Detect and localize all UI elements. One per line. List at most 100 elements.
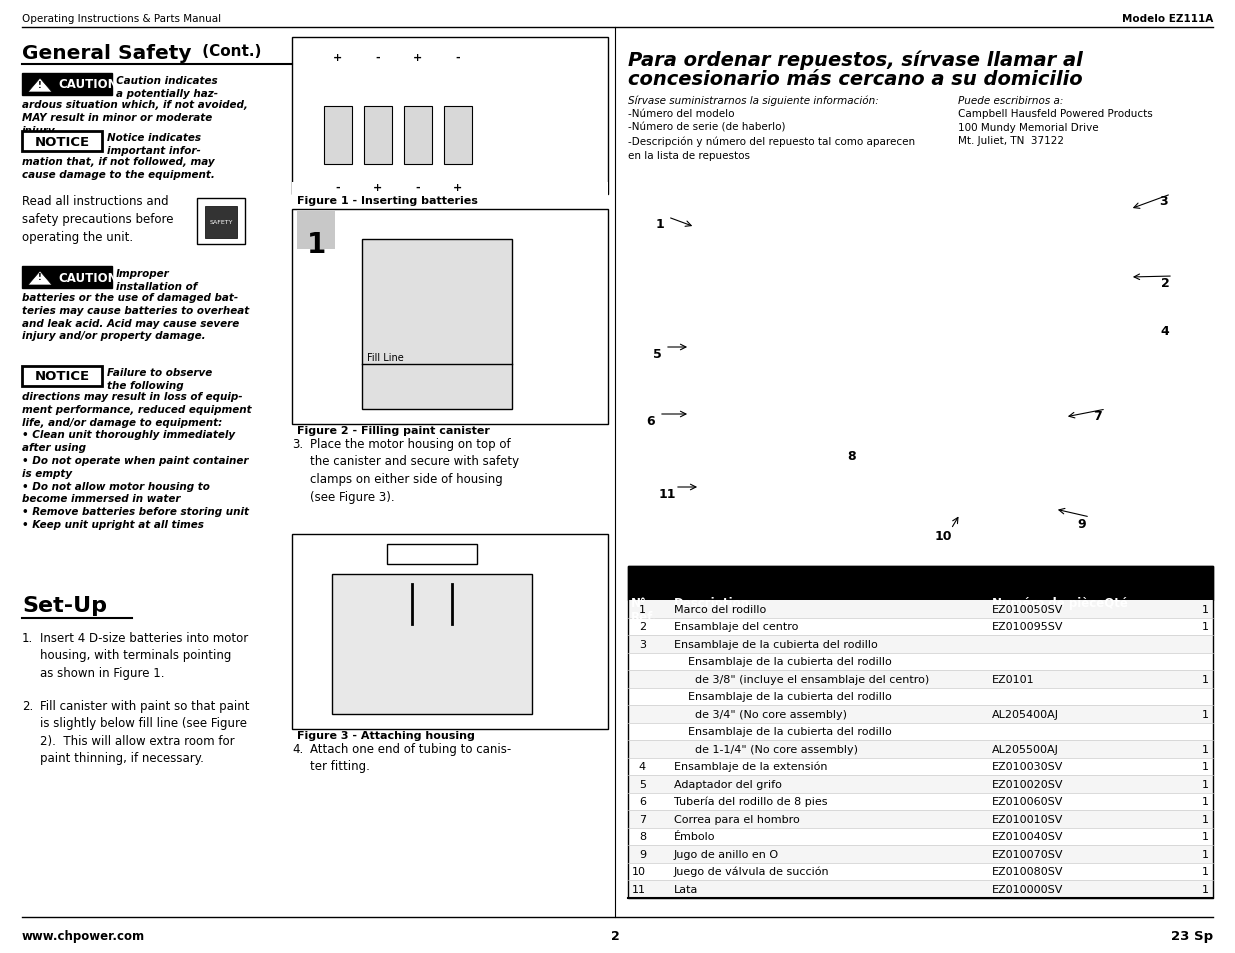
Text: Campbell Hausfeld Powered Products
100 Mundy Memorial Drive
Mt. Juliet, TN  3712: Campbell Hausfeld Powered Products 100 M… — [958, 109, 1152, 146]
Text: EZ010050SV: EZ010050SV — [992, 604, 1063, 614]
Polygon shape — [28, 272, 52, 286]
Bar — [629, 705, 1213, 722]
Text: Puede escribirnos a:: Puede escribirnos a: — [958, 96, 1063, 106]
Text: -: - — [416, 183, 420, 193]
Text: Tubería del rodillo de 8 pies: Tubería del rodillo de 8 pies — [674, 796, 827, 806]
Text: Figure 3 - Attaching housing: Figure 3 - Attaching housing — [296, 730, 475, 740]
Text: batteries or the use of damaged bat-
teries may cause batteries to overheat
and : batteries or the use of damaged bat- ter… — [22, 293, 249, 341]
Text: +: + — [453, 183, 463, 193]
Text: N°
Réf.: N° Réf. — [631, 597, 657, 623]
Text: Adaptador del grifo: Adaptador del grifo — [674, 779, 782, 789]
Text: mation that, if not followed, may
cause damage to the equipment.: mation that, if not followed, may cause … — [22, 157, 215, 179]
Bar — [629, 653, 1213, 670]
Bar — [291, 210, 608, 424]
Bar — [364, 107, 391, 165]
Text: 23 Sp: 23 Sp — [1171, 929, 1213, 942]
Text: EZ010010SV: EZ010010SV — [992, 814, 1063, 824]
Bar — [629, 740, 1213, 758]
Text: concesionario más cercano a su domicilio: concesionario más cercano a su domicilio — [629, 70, 1083, 89]
Text: de 3/8" (incluye el ensamblaje del centro): de 3/8" (incluye el ensamblaje del centr… — [674, 674, 929, 684]
Text: Para ordenar repuestos, sírvase llamar al: Para ordenar repuestos, sírvase llamar a… — [629, 50, 1083, 70]
Bar — [291, 183, 608, 196]
Bar — [629, 722, 1213, 740]
Text: Failure to observe
the following: Failure to observe the following — [107, 368, 212, 391]
Text: 1: 1 — [1202, 849, 1209, 859]
Text: 1: 1 — [638, 604, 646, 614]
Bar — [629, 758, 1213, 775]
Text: Operating Instructions & Parts Manual: Operating Instructions & Parts Manual — [22, 14, 221, 24]
Text: -: - — [336, 183, 341, 193]
Text: 3.: 3. — [291, 437, 303, 451]
Text: !: ! — [38, 80, 42, 90]
Text: 1: 1 — [1202, 761, 1209, 771]
Bar — [22, 267, 112, 289]
Text: Ensamblaje de la cubierta del rodillo: Ensamblaje de la cubierta del rodillo — [674, 657, 892, 666]
Text: -: - — [456, 53, 461, 63]
Text: 6: 6 — [647, 415, 656, 428]
Text: 9: 9 — [1078, 517, 1087, 531]
Text: directions may result in loss of equip-
ment performance, reduced equipment
life: directions may result in loss of equip- … — [22, 392, 252, 530]
Text: +: + — [333, 53, 342, 63]
Text: Ensamblaje de la cubierta del rodillo: Ensamblaje de la cubierta del rodillo — [674, 726, 892, 737]
Text: 5: 5 — [638, 779, 646, 789]
Text: 1: 1 — [1202, 797, 1209, 806]
Text: Émbolo: Émbolo — [674, 831, 715, 841]
Text: +: + — [414, 53, 422, 63]
Text: AL205500AJ: AL205500AJ — [992, 744, 1058, 754]
Text: 11: 11 — [632, 883, 646, 894]
Bar — [296, 212, 335, 250]
Text: 4: 4 — [1161, 325, 1170, 337]
Text: EZ0101: EZ0101 — [992, 674, 1035, 684]
Bar — [629, 862, 1213, 880]
Text: SAFETY: SAFETY — [209, 220, 232, 225]
Text: 1: 1 — [1202, 709, 1209, 719]
Bar — [629, 600, 1213, 618]
Text: Attach one end of tubing to canis-
ter fitting.: Attach one end of tubing to canis- ter f… — [310, 742, 511, 773]
Text: 2.: 2. — [22, 700, 33, 712]
Text: 4.: 4. — [291, 742, 304, 755]
Bar — [22, 132, 103, 152]
Text: www.chpower.com: www.chpower.com — [22, 929, 146, 942]
Text: 7: 7 — [638, 814, 646, 824]
Bar — [629, 670, 1213, 688]
Text: EZ010000SV: EZ010000SV — [992, 883, 1063, 894]
Text: CAUTION: CAUTION — [58, 78, 117, 91]
Text: (Cont.): (Cont.) — [198, 44, 262, 59]
Text: Caution indicates
a potentially haz-: Caution indicates a potentially haz- — [116, 76, 219, 99]
Text: 1: 1 — [1202, 604, 1209, 614]
Text: 10: 10 — [934, 530, 952, 542]
Text: 3: 3 — [638, 639, 646, 649]
Bar — [629, 566, 1213, 600]
Text: Ensamblaje de la cubierta del rodillo: Ensamblaje de la cubierta del rodillo — [674, 639, 878, 649]
Text: EZ010060SV: EZ010060SV — [992, 797, 1063, 806]
Bar — [629, 566, 1213, 898]
Bar — [362, 240, 513, 410]
Text: de 1-1/4" (No core assembly): de 1-1/4" (No core assembly) — [674, 744, 858, 754]
Text: 5: 5 — [652, 348, 662, 360]
Text: 11: 11 — [658, 488, 676, 500]
Text: +: + — [373, 183, 383, 193]
Text: 1.: 1. — [22, 631, 33, 644]
Text: Set-Up: Set-Up — [22, 596, 107, 616]
Bar — [291, 535, 608, 729]
Text: EZ010020SV: EZ010020SV — [992, 779, 1063, 789]
Text: Marco del rodillo: Marco del rodillo — [674, 604, 766, 614]
Text: 1: 1 — [1202, 883, 1209, 894]
Text: 1: 1 — [1202, 814, 1209, 824]
Text: 7: 7 — [1094, 410, 1103, 422]
Bar — [205, 207, 237, 239]
Text: Juego de válvula de succión: Juego de válvula de succión — [674, 866, 830, 877]
Bar — [629, 880, 1213, 898]
Bar — [629, 636, 1213, 653]
Text: 1: 1 — [306, 231, 326, 258]
Text: Description: Description — [674, 597, 750, 609]
Bar — [198, 199, 245, 245]
Bar — [324, 107, 352, 165]
Text: Lata: Lata — [674, 883, 698, 894]
Text: Ensamblaje de la extensión: Ensamblaje de la extensión — [674, 761, 827, 772]
Text: 10: 10 — [632, 866, 646, 877]
Text: !: ! — [38, 274, 42, 282]
Text: 6: 6 — [638, 797, 646, 806]
Text: Fill canister with paint so that paint
is slightly below fill line (see Figure
2: Fill canister with paint so that paint i… — [40, 700, 249, 764]
Bar — [629, 688, 1213, 705]
